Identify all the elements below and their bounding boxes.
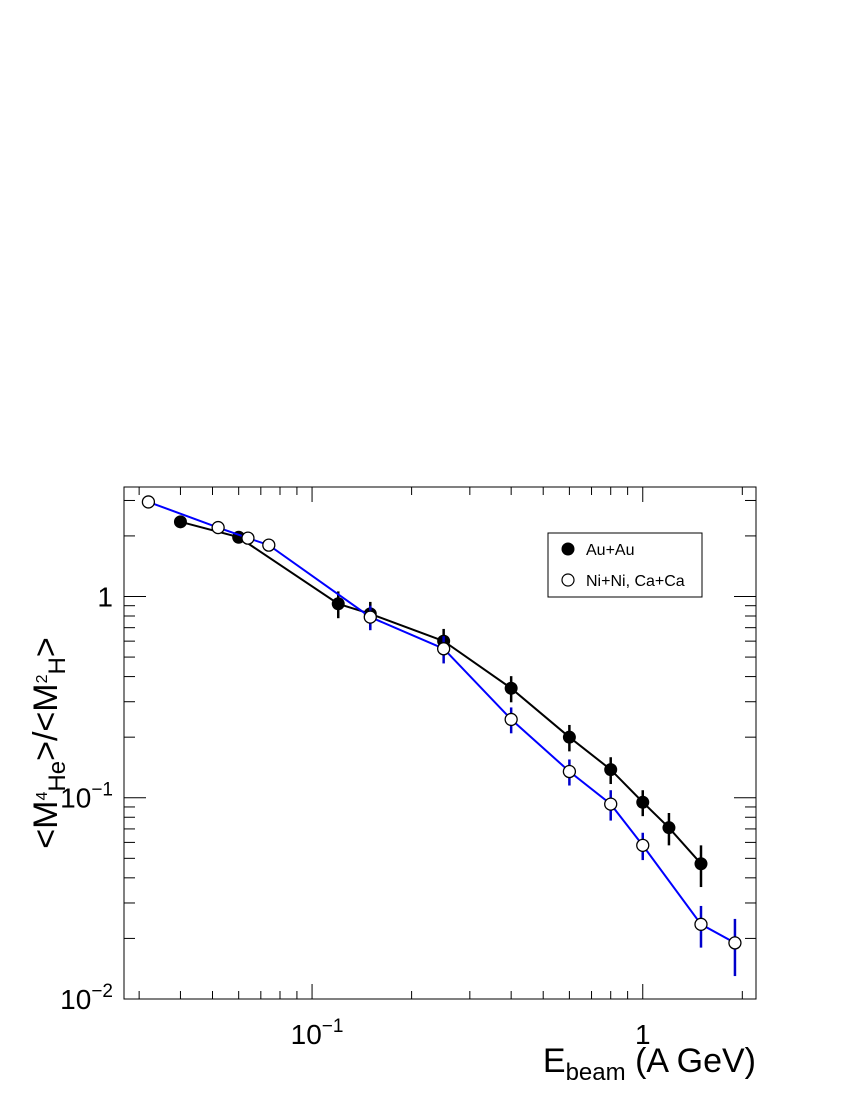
data-point: [604, 763, 618, 777]
series-0: [173, 515, 708, 888]
data-series: [141, 495, 742, 977]
data-point: [694, 857, 708, 871]
data-point: [211, 520, 225, 535]
data-point: [331, 597, 345, 611]
data-point: [636, 795, 650, 809]
plot-frame: [123, 486, 757, 1000]
data-point: [636, 838, 650, 853]
data-point: [562, 764, 577, 779]
legend-label-ni-ca: Ni+Ni, Ca+Ca: [586, 573, 685, 590]
series-1: [141, 495, 742, 977]
data-point: [694, 917, 708, 931]
legend-marker-ni-ca: [561, 573, 575, 587]
x-axis-title: Ebeam (A GeV): [543, 1042, 756, 1086]
x-tick-labels: 10−1 1: [291, 1016, 651, 1050]
data-point: [728, 936, 742, 950]
y-tick-label: 10−2: [60, 981, 113, 1015]
data-point: [504, 712, 518, 727]
y-tick-labels: 10−2 10−1 1: [60, 581, 113, 1015]
data-point: [363, 610, 377, 624]
data-point: [262, 538, 276, 552]
data-point: [141, 495, 156, 509]
y-axis-title: <M4He>/<M2H>: [27, 637, 71, 848]
data-point: [504, 681, 518, 695]
y-tick-label: 10−1: [60, 780, 113, 814]
x-tick-label: 1: [635, 1019, 651, 1050]
data-point: [437, 642, 451, 656]
data-point: [241, 531, 255, 545]
data-point: [173, 515, 187, 529]
legend-box: [547, 532, 703, 598]
legend-label-au-au: Au+Au: [586, 542, 634, 559]
x-tick-label: 10−1: [291, 1016, 344, 1050]
legend-marker-au-au: [561, 542, 575, 556]
data-point: [662, 821, 676, 835]
data-point: [562, 730, 576, 744]
axes-ticks: [124, 487, 756, 1000]
legend: Au+Au Ni+Ni, Ca+Ca: [547, 532, 703, 598]
data-point: [604, 797, 618, 811]
y-tick-label: 1: [97, 581, 113, 612]
